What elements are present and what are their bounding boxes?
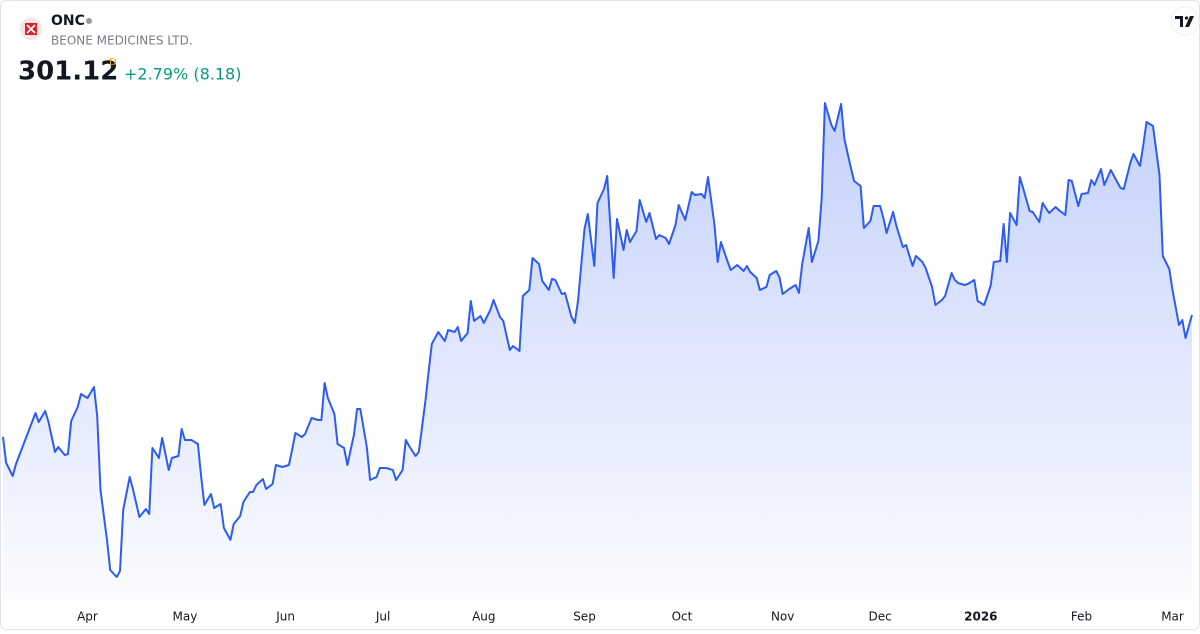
tv-logo [1170,6,1200,36]
logo [20,18,42,40]
x-tick-label: Nov [771,610,794,624]
x-tick-label: Sep [573,610,596,624]
price-line [2,102,1193,578]
x-tick-label: May [173,610,198,624]
x-tick-label: Jul [375,610,390,624]
last-price: 301.12 [18,57,118,87]
status-dot [86,18,92,24]
x-tick-label: 2026 [964,610,997,624]
x-tick-label: Apr [77,610,98,624]
ticker: ONC [51,13,85,29]
x-tick-label: Aug [472,610,495,624]
area-fill [3,103,1192,600]
x-tick-label: Jun [275,610,295,624]
x-tick-label: Dec [869,610,892,624]
x-tick-label: Mar [1161,610,1184,624]
x-tick-label: Feb [1071,610,1092,624]
interval: D [109,57,117,68]
plot-area: Apr May Jun Jul Aug Sep Oct Nov Dec 2026 Feb Mar [2,102,1193,624]
price-change: +2.79% (8.18) [124,65,241,84]
x-tick-label: Oct [672,610,693,624]
company-name: BEONE MEDICINES LTD. [51,34,193,48]
